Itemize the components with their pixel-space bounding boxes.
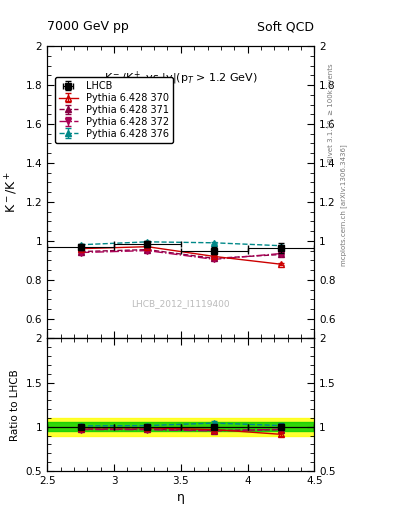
Bar bbox=[47, 422, 314, 431]
Text: Soft QCD: Soft QCD bbox=[257, 20, 314, 33]
Text: mcplots.cern.ch [arXiv:1306.3436]: mcplots.cern.ch [arXiv:1306.3436] bbox=[340, 144, 347, 266]
Text: Rivet 3.1.10, ≥ 100k events: Rivet 3.1.10, ≥ 100k events bbox=[328, 63, 334, 162]
X-axis label: η: η bbox=[177, 492, 185, 504]
Y-axis label: Ratio to LHCB: Ratio to LHCB bbox=[10, 369, 20, 440]
Text: K$^-$/K$^+$ vs |y|(p$_T$ > 1.2 GeV): K$^-$/K$^+$ vs |y|(p$_T$ > 1.2 GeV) bbox=[104, 70, 258, 87]
Text: LHCB_2012_I1119400: LHCB_2012_I1119400 bbox=[132, 298, 230, 308]
Bar bbox=[47, 418, 314, 436]
Text: 7000 GeV pp: 7000 GeV pp bbox=[47, 20, 129, 33]
Y-axis label: K$^-$/K$^+$: K$^-$/K$^+$ bbox=[4, 171, 20, 213]
Legend: LHCB, Pythia 6.428 370, Pythia 6.428 371, Pythia 6.428 372, Pythia 6.428 376: LHCB, Pythia 6.428 370, Pythia 6.428 371… bbox=[55, 77, 173, 143]
